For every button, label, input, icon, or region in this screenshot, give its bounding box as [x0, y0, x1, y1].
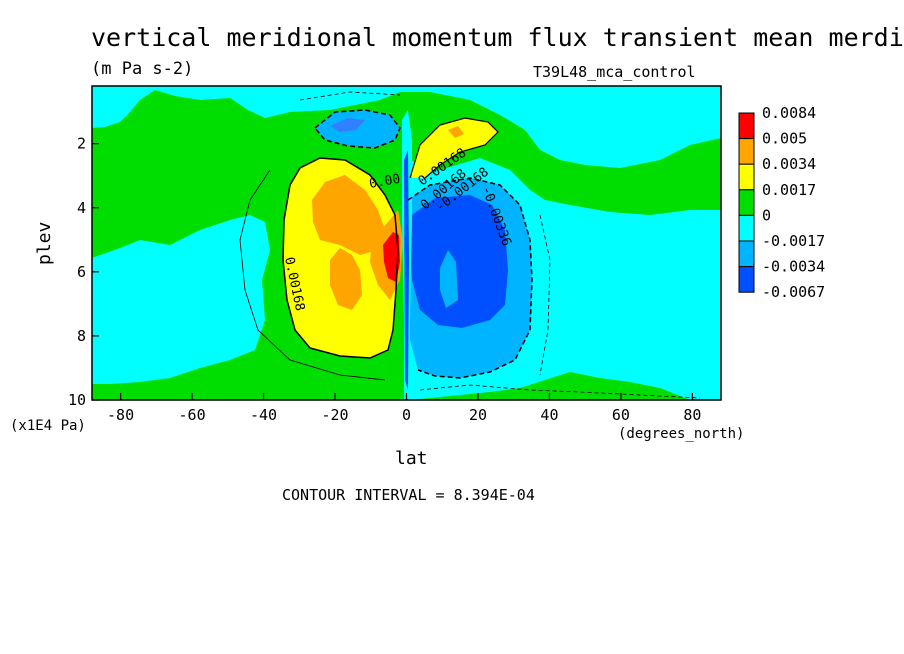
y-axis: 2 4 6 8 10	[68, 135, 99, 409]
colorbar-level-label: -0.0017	[762, 232, 825, 250]
y-tick-label: 4	[77, 199, 86, 217]
x-tick-label: 60	[612, 406, 630, 424]
x-tick-label: -60	[179, 406, 206, 424]
colorbar-swatch	[738, 138, 755, 165]
x-tick-label: -80	[107, 406, 134, 424]
colorbar-swatch	[738, 214, 755, 242]
colorbar-level-label: -0.0067	[762, 283, 825, 301]
chart-units: (m Pa s-2)	[91, 59, 193, 79]
colorbar-level-label: 0.0017	[762, 181, 816, 199]
left-cyan-region	[92, 215, 270, 384]
x-axis-label: lat	[395, 448, 428, 469]
x-tick-label: -40	[250, 406, 277, 424]
colorbar: 0.0084 0.005 0.0034 0.0017 0 -0.0017 -0.0034 -0…	[738, 104, 825, 301]
colorbar-level-label: 0	[762, 206, 771, 224]
colorbar-level-label: 0.0084	[762, 104, 816, 122]
y-tick-label: 6	[77, 263, 86, 281]
upper-cyan-region	[92, 86, 721, 168]
contour-interval: CONTOUR INTERVAL = 8.394E-04	[282, 486, 535, 504]
north-cyan-notch	[440, 250, 458, 308]
contour-fill	[92, 86, 721, 400]
colorbar-level-label: 0.0034	[762, 155, 816, 173]
colorbar-level-label: -0.0034	[762, 258, 825, 276]
chart-title: vertical meridional momentum flux transi…	[91, 23, 904, 52]
colorbar-swatch	[738, 163, 755, 191]
run-label: T39L48_mca_control	[533, 63, 696, 81]
south-orange-lower	[330, 248, 362, 310]
colorbar-swatch	[738, 189, 755, 216]
colorbar-swatch	[738, 266, 755, 293]
x-tick-label: 80	[683, 406, 701, 424]
x-tick-label: -20	[321, 406, 348, 424]
colorbar-swatch	[738, 112, 755, 140]
x-axis: -80 -60 -40 -20 0 20 40 60 80	[107, 393, 701, 424]
colorbar-swatch	[738, 240, 755, 268]
upper-blue-cell	[330, 118, 365, 132]
y-tick-label: 2	[77, 135, 86, 153]
south-orange-upper	[312, 175, 385, 255]
north-orange-spot	[448, 126, 464, 138]
y-units: (x1E4 Pa)	[10, 418, 86, 434]
contour-label: 0.00	[368, 172, 401, 192]
colorbar-level-label: 0.005	[762, 130, 807, 148]
x-units: (degrees_north)	[618, 426, 744, 442]
y-tick-label: 8	[77, 327, 86, 345]
x-tick-label: 40	[540, 406, 558, 424]
x-tick-label: 0	[402, 406, 411, 424]
south-red-core	[383, 232, 400, 282]
upper-lightblue-cell	[315, 110, 400, 148]
x-tick-label: 20	[469, 406, 487, 424]
y-tick-label: 10	[68, 391, 86, 409]
equator-blue-strip	[404, 150, 409, 390]
north-blue-core	[410, 195, 508, 328]
y-axis-label: plev	[34, 222, 55, 265]
